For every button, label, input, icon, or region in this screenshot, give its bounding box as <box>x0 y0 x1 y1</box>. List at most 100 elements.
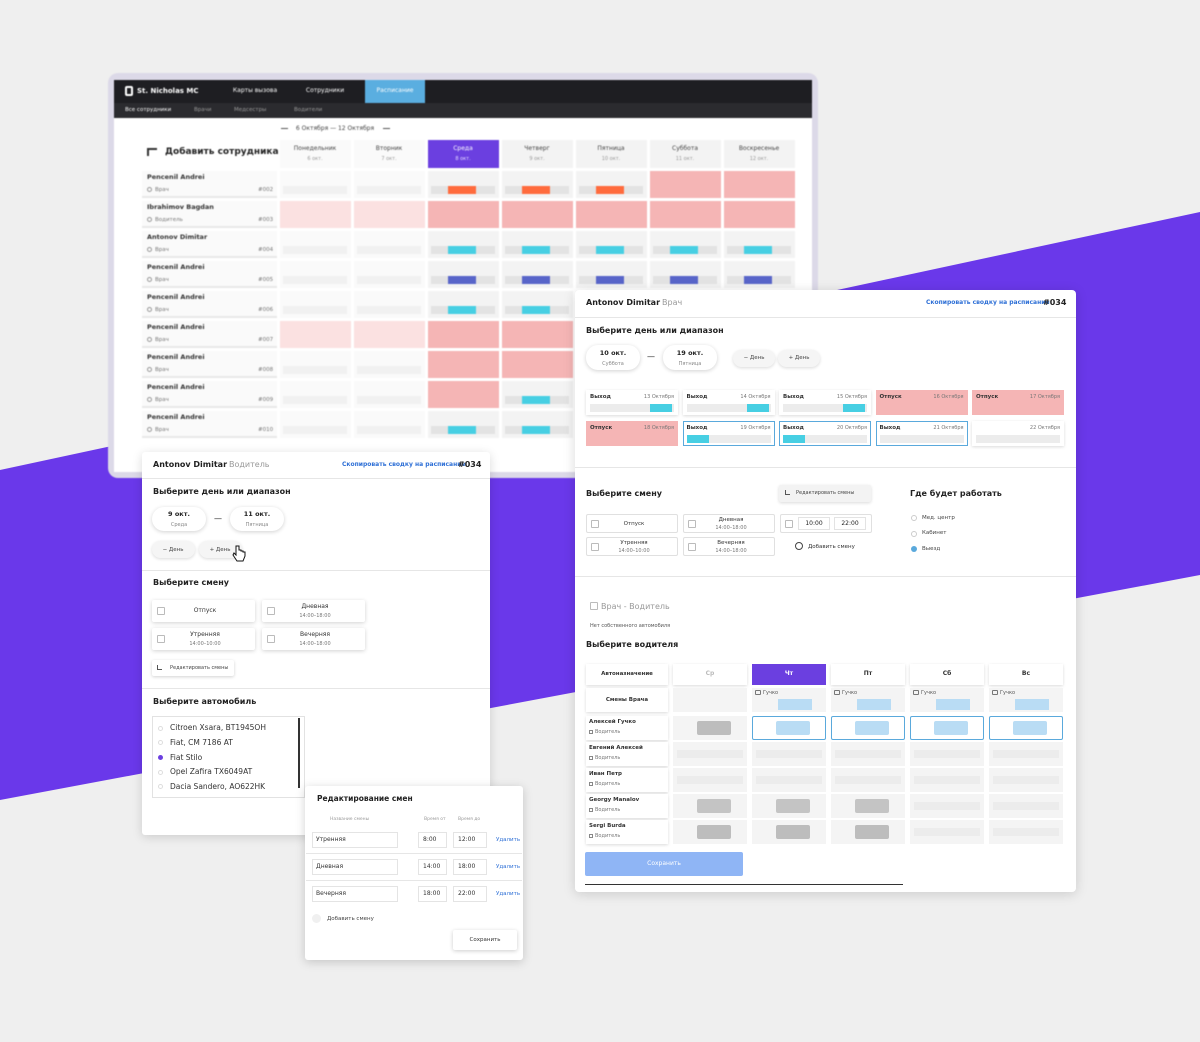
nav-tab[interactable]: Сотрудники <box>305 87 345 95</box>
copy-link[interactable]: Скопировать сводку на расписание <box>342 461 466 469</box>
checkbox[interactable] <box>591 543 599 551</box>
date-pill[interactable] <box>586 345 640 370</box>
checkbox[interactable] <box>157 635 165 643</box>
car-name[interactable]: Fiat, CM 7186 AT <box>170 738 233 748</box>
day-button[interactable] <box>199 541 242 558</box>
place-name[interactable]: Мед. центр <box>922 514 955 521</box>
cell-bar <box>522 246 550 254</box>
edit-shifts-label[interactable]: Редактировать смены <box>796 489 855 496</box>
shift-name: Утренняя <box>190 631 220 639</box>
nav-tab-active[interactable] <box>365 80 425 103</box>
slot-track <box>756 750 822 758</box>
shift-option[interactable] <box>262 628 365 650</box>
doctor-shift: Гучко <box>842 689 858 696</box>
shift-option[interactable] <box>683 514 775 533</box>
day-header <box>280 140 351 168</box>
day-name: Воскресенье <box>738 145 780 153</box>
day-header <box>428 140 499 168</box>
checkbox[interactable] <box>267 635 275 643</box>
checkbox[interactable] <box>688 543 696 551</box>
day-cell[interactable] <box>586 421 678 446</box>
copy-link[interactable]: Скопировать сводку на расписание <box>926 299 1050 307</box>
divider <box>575 317 1076 318</box>
car-radio[interactable] <box>158 725 163 731</box>
car-name[interactable]: Fiat Stilo <box>170 752 203 762</box>
cell-bar <box>448 186 476 194</box>
date-pill[interactable] <box>230 507 284 531</box>
nav-tab[interactable]: Расписание <box>376 87 414 95</box>
divider <box>575 576 1076 577</box>
place-radio[interactable] <box>911 546 917 552</box>
pill-day: Суббота <box>602 360 624 367</box>
car-name[interactable]: Citroen Xsara, BT1945ОН <box>170 723 266 733</box>
shift-option[interactable] <box>152 628 255 650</box>
to-input <box>453 886 487 902</box>
employee-name: Ibrahimov Bagdan <box>147 202 214 211</box>
day-button[interactable] <box>152 541 195 558</box>
nav-tab[interactable]: Карты вызова <box>232 87 278 95</box>
day-date: 10 окт. <box>601 155 621 162</box>
car-radio[interactable] <box>158 754 163 760</box>
checkbox[interactable] <box>267 607 275 615</box>
checkbox[interactable] <box>785 520 793 528</box>
employee-role: Водитель <box>155 216 183 223</box>
date-pill[interactable] <box>152 507 206 531</box>
role-icon <box>147 427 152 432</box>
shift-option[interactable] <box>780 514 872 533</box>
car-radio[interactable] <box>158 784 163 790</box>
doctor-shift-cell <box>673 688 747 712</box>
employee-id: #004 <box>258 246 274 253</box>
delete-link[interactable]: Удалить <box>496 863 521 870</box>
pair-checkbox[interactable] <box>590 602 598 610</box>
sub-tab[interactable]: Врачи <box>194 106 212 113</box>
sub-bar <box>114 103 812 118</box>
day-button[interactable] <box>733 350 775 367</box>
delete-link[interactable]: Удалить <box>496 836 521 843</box>
shift-option[interactable] <box>586 514 678 533</box>
sub-tab[interactable]: Все сотрудники <box>125 106 172 113</box>
add-shift-button[interactable] <box>780 537 872 556</box>
cell-track <box>357 306 421 314</box>
day-header <box>724 140 795 168</box>
car-radio[interactable] <box>158 769 163 775</box>
from-input <box>418 832 447 848</box>
day-date: 18 Октября <box>643 424 674 431</box>
slot-bar <box>697 825 731 839</box>
day-cell[interactable] <box>875 390 968 415</box>
edit-shifts-label[interactable]: Редактировать смены <box>170 664 229 671</box>
car-name[interactable]: Dacia Sandero, AO622HK <box>170 782 266 792</box>
add-employee[interactable]: Добавить сотрудника <box>165 147 279 158</box>
save-button[interactable] <box>453 930 517 950</box>
week-day: Чт <box>784 670 794 678</box>
add-shift[interactable]: Добавить смену <box>327 915 374 922</box>
cell-track <box>357 246 421 254</box>
save-button[interactable] <box>585 852 743 876</box>
edit-shifts-button[interactable] <box>152 660 234 676</box>
schedule-cell <box>280 321 351 348</box>
day-cell[interactable] <box>972 390 1064 415</box>
place-radio[interactable] <box>911 515 917 521</box>
day-header <box>576 140 647 168</box>
sub-tab[interactable]: Медсестры <box>234 106 267 113</box>
delete-link[interactable]: Удалить <box>496 890 521 897</box>
checkbox[interactable] <box>157 607 165 615</box>
shift-option[interactable] <box>262 600 365 622</box>
date-pill[interactable] <box>663 345 717 370</box>
car-name[interactable]: Opel Zafira TX6049AT <box>170 767 253 777</box>
checkbox[interactable] <box>688 520 696 528</box>
sub-tab[interactable]: Водители <box>294 106 323 113</box>
day-button[interactable] <box>778 350 820 367</box>
place-name[interactable]: Кабинет <box>922 530 947 537</box>
time-from: 10:00 <box>805 520 823 528</box>
place-name[interactable]: Выезд <box>922 545 941 552</box>
add-shift[interactable]: Добавить смену <box>808 543 855 550</box>
edit-shifts-button[interactable] <box>779 485 871 502</box>
shift-option[interactable] <box>152 600 255 622</box>
shift-option[interactable] <box>683 537 775 556</box>
place-radio[interactable] <box>911 530 917 537</box>
car-radio[interactable] <box>158 740 163 746</box>
shift-option[interactable] <box>586 537 678 556</box>
schedule-window: St. Nicholas MC Карты вызова Сотрудники Рас… <box>108 73 818 478</box>
checkbox[interactable] <box>591 520 599 528</box>
cell-bar <box>448 276 476 284</box>
